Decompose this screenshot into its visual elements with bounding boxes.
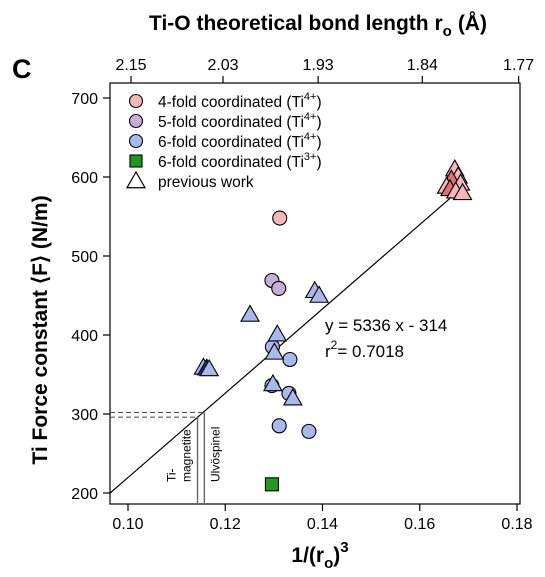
legend-entry-close: ) [316,114,321,131]
legend-marker-circle [128,113,144,129]
data-point-circle [271,418,287,434]
legend-entry-close: ) [316,94,321,111]
legend-entry-label: 4-fold coordinated (Ti4+) [158,91,322,111]
x-axis-title-sup: 3 [340,539,348,556]
y-axis-title: Ti Force constant ⟨F⟩ (N/m) [29,195,52,464]
data-point-triangle [267,324,288,342]
top-axis-title-main: Ti-O theoretical bond length r [149,12,443,35]
data-point-circle [282,351,298,368]
legend-entry-sup: 4+ [304,91,317,103]
y-tick-label: 200 [71,486,98,503]
legend-marker-circle [128,133,144,149]
legend: 4-fold coordinated (Ti4+)5-fold coordina… [125,91,322,191]
data-point-triangle [262,373,283,392]
fit-r2: r2= 0.7018 [325,338,404,361]
legend-entry-label: 5-fold coordinated (Ti4+) [158,111,322,131]
y-tick-label: 700 [71,91,98,108]
data-point-circle [301,423,317,439]
data-point-triangle [264,342,285,360]
top-tick-label: 1.93 [303,57,334,74]
y-tick-label: 500 [71,249,98,266]
x-axis-title-base: 1/(r [291,544,324,567]
x-tick-label: 0.10 [112,516,143,533]
fit-r2-value: = 0.7018 [337,342,404,361]
data-point-triangle [199,358,220,377]
x-axis-ticks: 0.10 0.12 0.14 0.16 0.18 [112,504,533,533]
x-tick-label: 0.14 [307,516,338,533]
y-tick-label: 400 [71,328,98,345]
top-axis-title-sub: o [443,23,452,40]
y-tick-label: 300 [71,407,98,424]
x-axis-title-close: ) [333,544,340,567]
legend-entry-text: previous work [158,174,254,191]
legend-entry-sup: 4+ [304,111,317,123]
panel-label: C [12,54,32,84]
data-point-square [264,477,279,492]
legend-marker-triangle [125,170,147,189]
legend-entry-sup: 3+ [304,151,317,163]
fit-equation: y = 5336 x - 314 [325,316,447,335]
top-tick-label: 2.03 [207,57,238,74]
y-axis-ticks: 200 300 400 500 600 700 [71,91,110,503]
x-tick-label: 0.16 [404,516,435,533]
legend-entry-label: previous work [158,174,254,191]
ref-label-ti-magnetite-2: magnetite [180,429,194,482]
legend-entry-text: 4-fold coordinated (Ti [158,94,304,111]
y-tick-label: 600 [71,170,98,187]
top-axis-title-unit: (Å) [458,11,487,35]
x-tick-label: 0.12 [210,516,241,533]
legend-entry-close: ) [316,134,321,151]
data-point-triangle [240,304,260,322]
ref-label-ulvospinel: Ulvöspinel [208,427,222,482]
legend-entry-label: 6-fold coordinated (Ti4+) [158,131,322,151]
legend-entry-text: 6-fold coordinated (Ti [158,134,304,151]
data-point-circle [272,210,288,226]
top-axis-ticks: 2.15 2.03 1.93 1.84 1.77 [115,57,534,83]
data-point-triangle [309,285,330,303]
legend-entry-text: 5-fold coordinated (Ti [158,114,304,131]
x-axis-title-sub: o [324,555,333,572]
top-tick-label: 1.84 [407,57,438,74]
legend-marker-circle [128,93,144,109]
data-point-triangle [452,182,473,201]
plot-frame [109,82,521,505]
top-axis-title: Ti-O theoretical bond length ro (Å) [149,11,487,40]
legend-entry-close: ) [316,154,321,171]
legend-entry-sup: 4+ [304,131,317,143]
fit-r2-label: r [325,342,331,361]
x-axis-title: 1/(ro)3 [291,539,348,572]
legend-entry-text: 6-fold coordinated (Ti [158,154,304,171]
data-point-triangle [282,388,303,406]
top-tick-label: 2.15 [115,57,146,74]
data-points [193,158,473,492]
fit-line [109,185,465,494]
data-point-circle [271,280,287,296]
legend-marker-square [129,154,143,168]
x-tick-label: 0.18 [501,516,532,533]
ref-label-ti-magnetite-1: Ti- [165,468,179,482]
reference-mineral-guides: Ti-magnetite Ulvöspinel [110,411,222,504]
legend-entry-label: 6-fold coordinated (Ti3+) [158,151,322,171]
top-tick-label: 1.77 [503,57,534,74]
fit-r2-sup: 2 [331,338,338,352]
